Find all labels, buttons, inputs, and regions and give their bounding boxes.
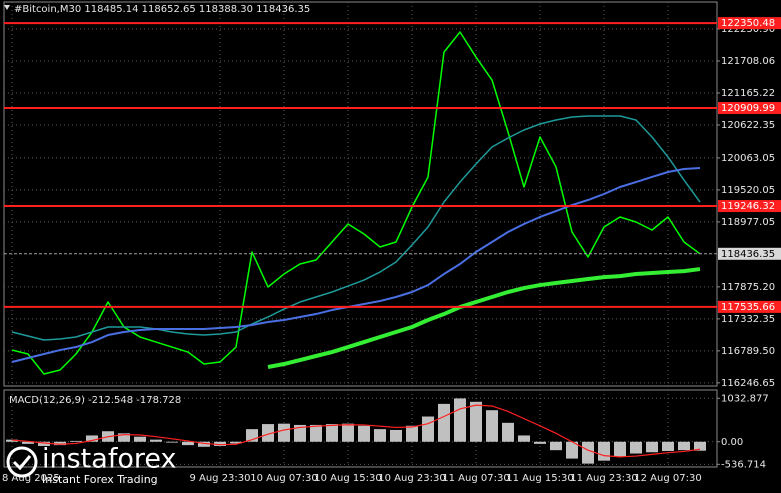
y-tick-label: 120622.35 <box>721 120 775 131</box>
macd-bar <box>342 423 354 442</box>
current-price-box <box>718 247 781 260</box>
level-label-box <box>718 17 781 30</box>
macd-bar <box>326 424 338 442</box>
macd-bar <box>310 424 322 442</box>
x-tick-label: 11 Aug 23:30 <box>570 473 637 484</box>
level-label: 122350.48 <box>721 18 775 29</box>
macd-bar <box>694 441 706 451</box>
macd-bar <box>470 401 482 442</box>
price-line <box>11 31 701 375</box>
macd-panel-frame <box>3 389 718 468</box>
level-label-box <box>718 200 781 213</box>
watermark: instaforex Instant Forex Trading <box>6 444 176 486</box>
y-tick-label: 118977.05 <box>721 217 775 228</box>
macd-bar <box>182 441 194 446</box>
macd-bar <box>406 425 418 442</box>
macd-bar <box>214 441 226 446</box>
x-tick-label: 12 Aug 07:30 <box>634 473 701 484</box>
macd-bar <box>518 435 530 442</box>
watermark-name: instaforex <box>42 444 176 475</box>
level-label: 117535.66 <box>721 302 775 313</box>
macd-bar <box>118 433 130 442</box>
y-tick-label: 117332.35 <box>721 314 775 325</box>
price-line <box>11 167 701 363</box>
price-line <box>11 115 701 341</box>
macd-bar <box>150 439 162 442</box>
x-tick-label: 11 Aug 15:30 <box>506 473 573 484</box>
y-tick-label: 120063.05 <box>721 153 775 164</box>
macd-title: MACD(12,26,9) -212.548 -178.728 <box>9 395 181 406</box>
price-line <box>267 267 701 369</box>
macd-bar <box>134 436 146 442</box>
level-label: 119246.32 <box>721 201 775 212</box>
y-tick-label: 119520.05 <box>721 185 775 196</box>
macd-bar <box>550 441 562 451</box>
y-tick-label: 1032.877 <box>721 393 769 404</box>
macd-bar <box>486 410 498 442</box>
macd-bar <box>70 440 82 442</box>
level-label-box <box>718 102 781 115</box>
logo-mark <box>12 455 32 471</box>
macd-bar <box>678 441 690 451</box>
macd-bar <box>390 429 402 442</box>
macd-bar <box>6 439 18 442</box>
x-tick-label: 10 Aug 23:30 <box>378 473 445 484</box>
macd-bar <box>598 441 610 461</box>
x-tick-label: 11 Aug 07:30 <box>442 473 509 484</box>
macd-bar <box>630 441 642 454</box>
macd-bar <box>294 424 306 442</box>
macd-bar <box>262 424 274 442</box>
x-tick-label: 8 Aug 2025 <box>2 473 60 484</box>
macd-bar <box>166 441 178 443</box>
macd-bar <box>22 441 34 444</box>
macd-bar <box>454 398 466 442</box>
macd-bar <box>38 441 50 446</box>
y-tick-label: 122250.90 <box>721 24 775 35</box>
macd-bar <box>662 441 674 452</box>
macd-bar <box>54 441 66 446</box>
signal-line <box>11 404 701 458</box>
macd-bar <box>646 441 658 453</box>
y-tick-label: 116246.65 <box>721 378 775 389</box>
x-tick-label: 10 Aug 15:30 <box>314 473 381 484</box>
level-label-box <box>718 300 781 313</box>
level-label: 120909.99 <box>721 103 775 114</box>
macd-bar <box>566 441 578 459</box>
y-tick-label: 0.00 <box>721 437 743 448</box>
y-tick-label: 116789.50 <box>721 346 775 357</box>
title-icon <box>4 5 10 10</box>
macd-bar <box>198 441 210 447</box>
y-tick-label: 117875.20 <box>721 282 775 293</box>
y-tick-label: -536.714 <box>721 459 766 470</box>
chart-title: #Bitcoin,M30 118485.14 118652.65 118388.… <box>14 4 310 15</box>
macd-bar <box>86 435 98 442</box>
macd-bar <box>502 422 514 442</box>
watermark-tagline: Instant Forex Trading <box>42 473 158 486</box>
y-tick-label: 121708.06 <box>721 56 775 67</box>
macd-bar <box>614 441 626 457</box>
main-panel-frame <box>3 1 718 387</box>
macd-bar <box>278 423 290 442</box>
y-tick-label: 121165.22 <box>721 88 775 99</box>
macd-bar <box>374 429 386 442</box>
x-tick-label: 10 Aug 07:30 <box>250 473 317 484</box>
macd-bar <box>438 403 450 442</box>
macd-bar <box>582 441 594 464</box>
current-price-label: 118436.35 <box>721 249 775 260</box>
logo-icon <box>6 446 38 478</box>
macd-bar <box>422 416 434 442</box>
macd-bar <box>358 425 370 442</box>
x-tick-label: 9 Aug 23:30 <box>189 473 250 484</box>
macd-bar <box>534 441 546 444</box>
macd-bar <box>230 441 242 444</box>
